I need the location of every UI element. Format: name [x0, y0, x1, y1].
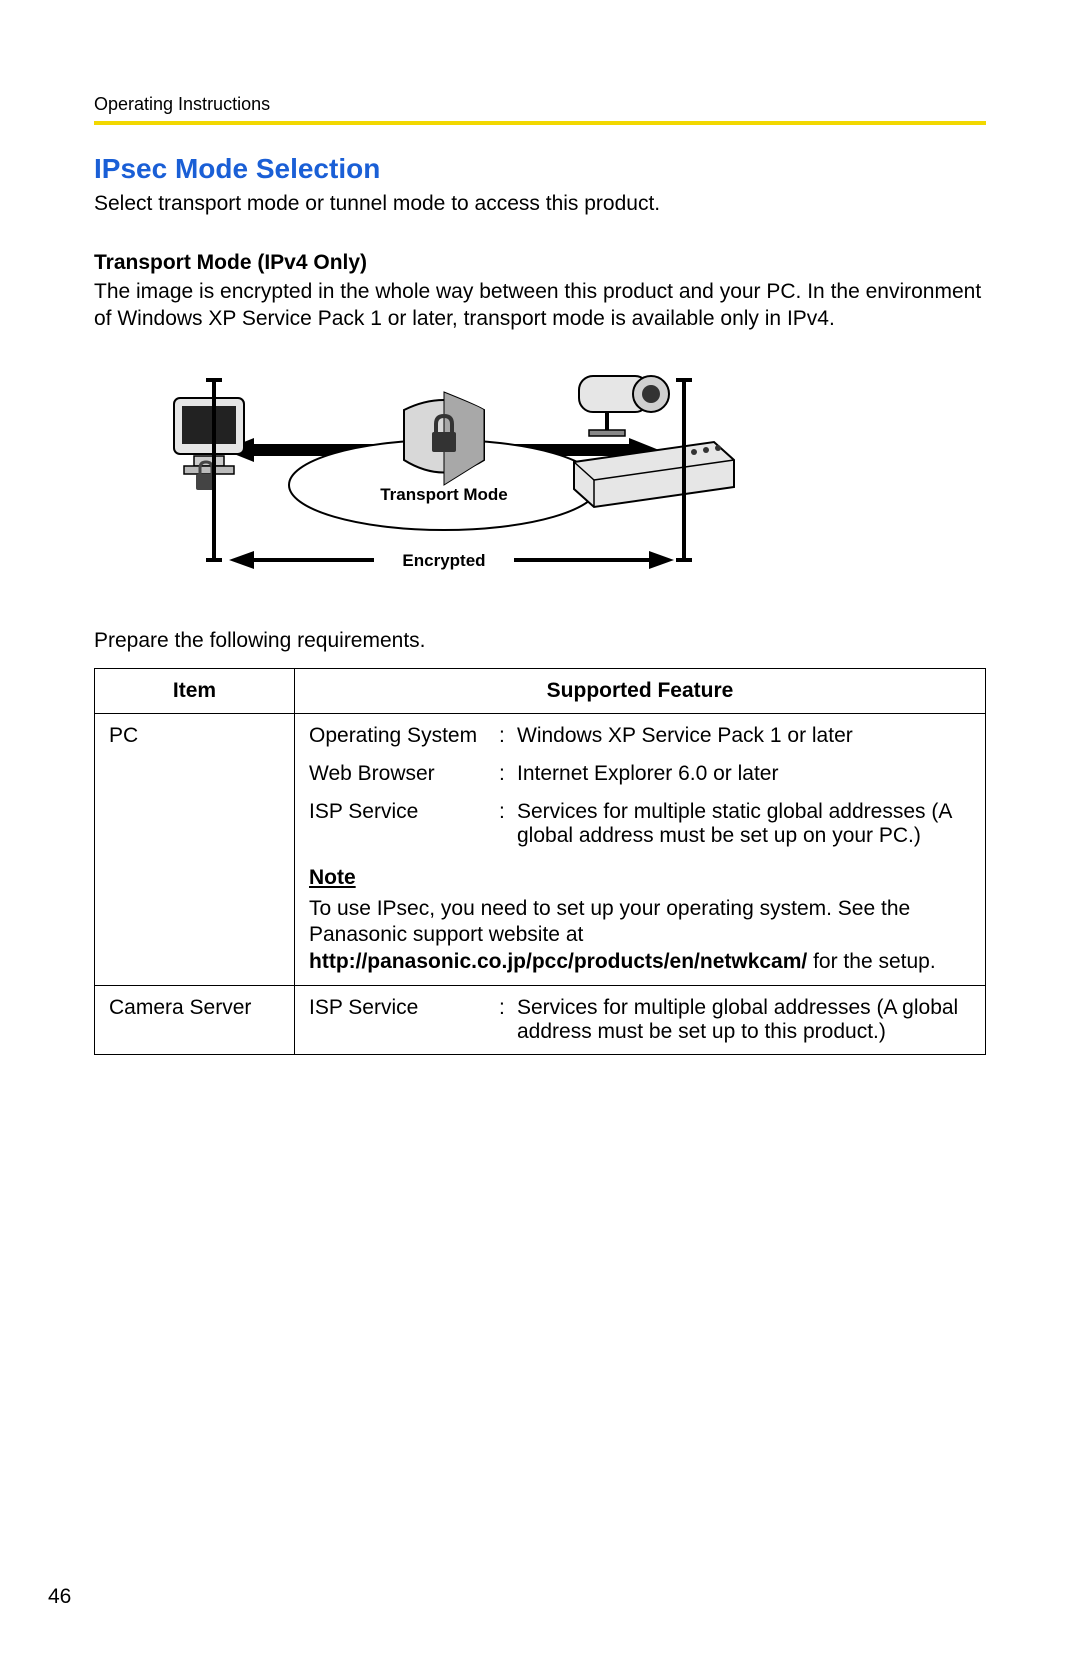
note-body: To use IPsec, you need to set up your op… — [309, 896, 971, 975]
section-heading: Transport Mode (IPv4 Only) — [94, 251, 986, 275]
transport-mode-diagram: Transport Mode — [154, 350, 754, 610]
item-cell: Camera Server — [95, 985, 295, 1054]
table-header-feature: Supported Feature — [295, 669, 986, 714]
feature-colon: : — [499, 724, 517, 748]
feature-value: Internet Explorer 6.0 or later — [517, 762, 971, 786]
header-rule — [94, 121, 986, 125]
prepare-line: Prepare the following requirements. — [94, 628, 986, 654]
diagram-transport-label: Transport Mode — [380, 485, 508, 504]
intro-text: Select transport mode or tunnel mode to … — [94, 191, 986, 217]
feature-colon: : — [499, 800, 517, 848]
note-post: for the setup. — [807, 950, 935, 973]
table-row: PC Operating System : Windows XP Service… — [95, 714, 986, 986]
requirements-table: Item Supported Feature PC Operating Syst… — [94, 668, 986, 1055]
page-title: IPsec Mode Selection — [94, 153, 986, 185]
table-header-item: Item — [95, 669, 295, 714]
feature-value: Windows XP Service Pack 1 or later — [517, 724, 971, 748]
camera-icon — [579, 376, 669, 436]
document-page: Operating Instructions IPsec Mode Select… — [0, 0, 1080, 1669]
feature-label: ISP Service — [309, 996, 499, 1044]
feature-label: ISP Service — [309, 800, 499, 848]
feature-colon: : — [499, 762, 517, 786]
feature-label: Web Browser — [309, 762, 499, 786]
pc-icon — [174, 398, 244, 490]
diagram-encrypted-label: Encrypted — [402, 551, 485, 570]
item-cell: PC — [95, 714, 295, 986]
feature-value: Services for multiple global addresses (… — [517, 996, 971, 1044]
feature-colon: : — [499, 996, 517, 1044]
table-row: Camera Server ISP Service : Services for… — [95, 985, 986, 1054]
note-pre: To use IPsec, you need to set up your op… — [309, 897, 910, 946]
feature-cell: ISP Service : Services for multiple glob… — [295, 985, 986, 1054]
note-heading: Note — [309, 866, 971, 890]
page-number: 46 — [48, 1585, 71, 1609]
feature-label: Operating System — [309, 724, 499, 748]
header-label: Operating Instructions — [94, 94, 986, 115]
note-url: http://panasonic.co.jp/pcc/products/en/n… — [309, 950, 807, 973]
feature-cell: Operating System : Windows XP Service Pa… — [295, 714, 986, 986]
section-body: The image is encrypted in the whole way … — [94, 279, 986, 332]
feature-value: Services for multiple static global addr… — [517, 800, 971, 848]
